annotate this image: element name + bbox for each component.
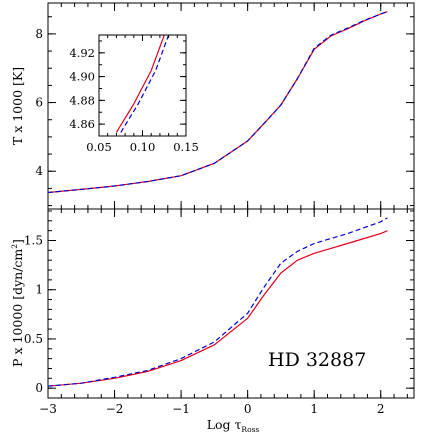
- bottom-plot-frame: [47, 208, 415, 399]
- inset-background: [99, 35, 186, 136]
- bottom-y-axis-title-superscript: 2: [10, 244, 19, 249]
- y-tick-label: 4.88: [69, 93, 95, 107]
- x-tick-label: 0: [244, 402, 252, 416]
- bottom-x-ticks: −3 −2 −1 0 1 2: [39, 209, 408, 416]
- inset-x-ticks: 0.05 0.10 0.15: [86, 35, 199, 154]
- x-tick-label: 0.10: [130, 140, 156, 154]
- x-tick-label: 2: [377, 402, 385, 416]
- top-series-line-dashed: [47, 11, 388, 194]
- x-axis-title-subscript: Ross: [241, 425, 259, 434]
- x-tick-label: −1: [172, 402, 190, 416]
- top-y-ticks: 4 6 8: [35, 16, 414, 207]
- y-tick-label: 0: [35, 381, 43, 395]
- top-series: [47, 11, 388, 194]
- y-tick-label: 4.86: [69, 117, 95, 131]
- inset-series-line-solid: [115, 35, 165, 133]
- bottom-panel: −3 −2 −1 0 1 2 0 0.5 1 1.5 HD 32887 P x 10000 [d…: [10, 208, 415, 434]
- inset-panel: 0.05 0.10 0.15 4.86 4.88 4.90 4.92: [69, 34, 199, 154]
- y-tick-label: 1.5: [24, 234, 43, 248]
- inset-series-line-dashed: [120, 35, 170, 133]
- x-axis-title: Log τRoss: [207, 417, 260, 434]
- inset-series: [115, 35, 170, 133]
- y-tick-label: 4.92: [69, 46, 95, 60]
- bottom-y-axis-title: P x 10000 [dyn/cm2]: [10, 239, 25, 367]
- y-tick-label: 0.5: [24, 332, 43, 346]
- x-tick-label: 0.05: [86, 140, 112, 154]
- x-axis-title-main: Log τ: [207, 417, 242, 432]
- inset-lines: [115, 35, 170, 133]
- top-y-axis-title: T x 1000 [K]: [10, 67, 25, 145]
- chart-annotation: HD 32887: [268, 349, 366, 371]
- x-tick-label: −2: [106, 402, 124, 416]
- x-tick-label: −3: [39, 402, 57, 416]
- bottom-series-line-solid: [47, 230, 388, 387]
- bottom-y-axis-title-main: P x 10000 [dyn/cm: [10, 249, 25, 367]
- y-tick-label: 4.90: [69, 70, 95, 84]
- x-tick-label: 0.15: [173, 140, 199, 154]
- bottom-series: [47, 217, 388, 387]
- bottom-y-ticks: 0 0.5 1 1.5: [24, 210, 414, 399]
- y-tick-label: 6: [35, 96, 43, 110]
- y-tick-label: 8: [35, 27, 43, 41]
- x-tick-label: 1: [310, 402, 318, 416]
- bottom-y-axis-title-suffix: ]: [10, 239, 25, 244]
- top-x-ticks: [47, 3, 408, 209]
- y-tick-label: 4: [35, 164, 43, 178]
- inset-y-ticks: 4.86 4.88 4.90 4.92: [69, 40, 186, 137]
- y-tick-label: 1: [35, 283, 43, 297]
- bottom-series-line-dashed: [47, 217, 388, 387]
